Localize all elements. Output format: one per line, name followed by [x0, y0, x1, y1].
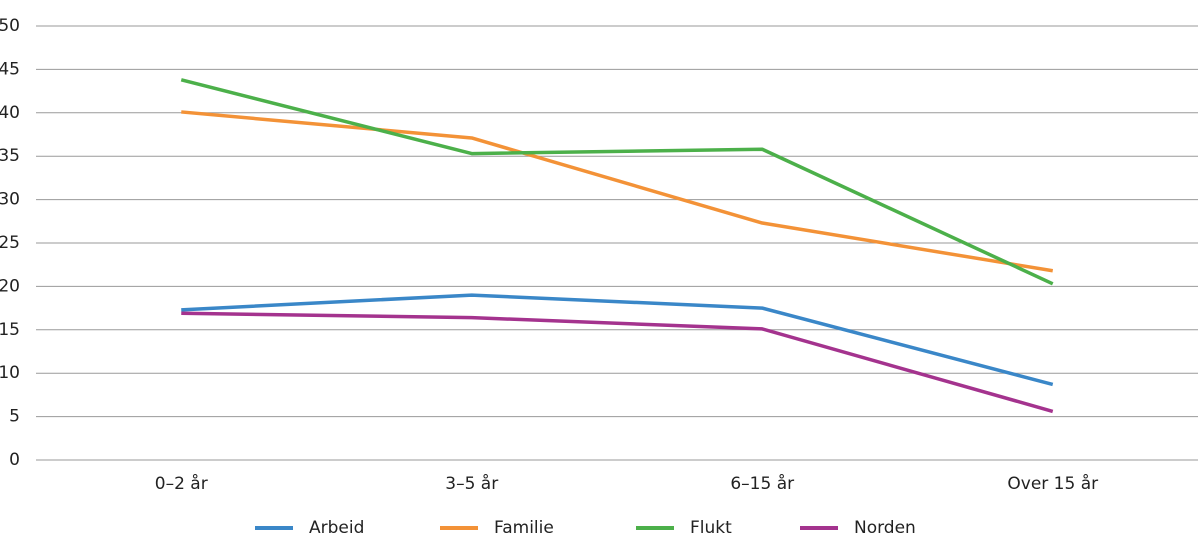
- legend-label: Flukt: [690, 518, 732, 538]
- x-tick-label: Over 15 år: [1007, 473, 1098, 494]
- legend-label: Norden: [854, 518, 916, 538]
- y-tick-label: 45: [0, 59, 20, 79]
- line-series: [180, 78, 1054, 286]
- y-tick-label: 15: [0, 320, 20, 340]
- x-tick-label: 3–5 år: [445, 473, 498, 494]
- line-series: [181, 110, 1054, 273]
- line-series: [181, 311, 1054, 414]
- line-series: [181, 293, 1054, 387]
- y-tick-label: 50: [0, 16, 20, 36]
- y-tick-label: 25: [0, 233, 20, 253]
- y-tick-label: 5: [9, 407, 20, 427]
- x-tick-label: 0–2 år: [155, 473, 208, 494]
- y-tick-label: 10: [0, 363, 20, 383]
- x-tick-label: 6–15 år: [730, 473, 794, 494]
- y-tick-label: 20: [0, 276, 20, 296]
- y-tick-label: 30: [0, 190, 20, 210]
- legend-label: Arbeid: [309, 518, 364, 538]
- y-tick-label: 40: [0, 103, 20, 123]
- y-tick-label: 35: [0, 146, 20, 166]
- y-tick-label: 0: [9, 450, 20, 470]
- legend-label: Familie: [494, 518, 554, 538]
